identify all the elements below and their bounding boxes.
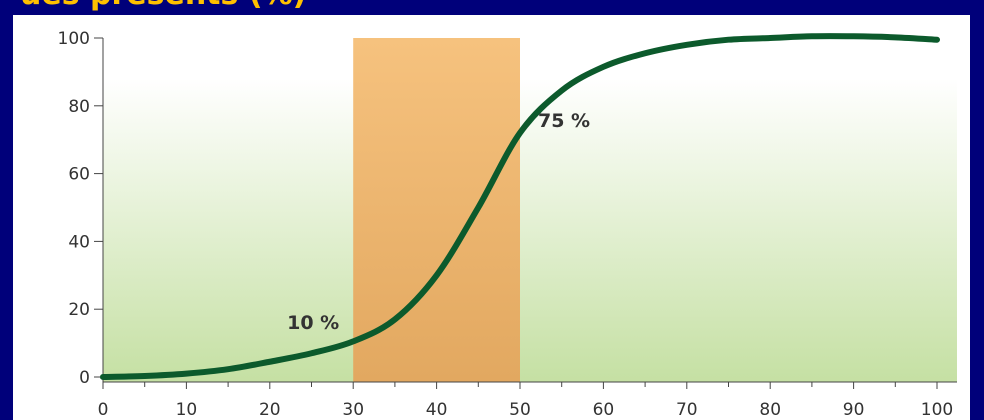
- x-tick-label: 40: [426, 400, 448, 420]
- x-tick-label: 60: [593, 400, 615, 420]
- sigmoid-chart: 0 20 40 60 80 100 0 10 20 30 40 50 60 70 80 90 100 10 % 7…: [58, 29, 957, 420]
- annotation-label: 75 %: [538, 110, 590, 132]
- y-tick-label: 0: [79, 368, 90, 388]
- x-tick-label: 80: [759, 400, 781, 420]
- x-tick-label: 30: [342, 400, 364, 420]
- y-tick-label: 80: [68, 97, 90, 117]
- x-tick-label: 90: [843, 400, 865, 420]
- y-tick-label: 40: [68, 232, 90, 252]
- x-tick-label: 0: [98, 400, 109, 420]
- x-tick-label: 100: [921, 400, 953, 420]
- y-tick-label: 60: [68, 165, 90, 185]
- x-tick-label: 20: [259, 400, 281, 420]
- x-tick-label: 10: [176, 400, 198, 420]
- highlight-band: [353, 38, 520, 382]
- x-tick-label: 50: [509, 400, 531, 420]
- annotation-label: 10 %: [287, 312, 339, 334]
- sigmoid-curve: [100, 33, 940, 380]
- plot-gradient-area: [103, 78, 957, 383]
- slide-title: ues présents (%): [20, 0, 306, 10]
- y-tick-label: 20: [68, 300, 90, 320]
- x-tick-label: 70: [676, 400, 698, 420]
- y-tick-label: 100: [58, 29, 90, 49]
